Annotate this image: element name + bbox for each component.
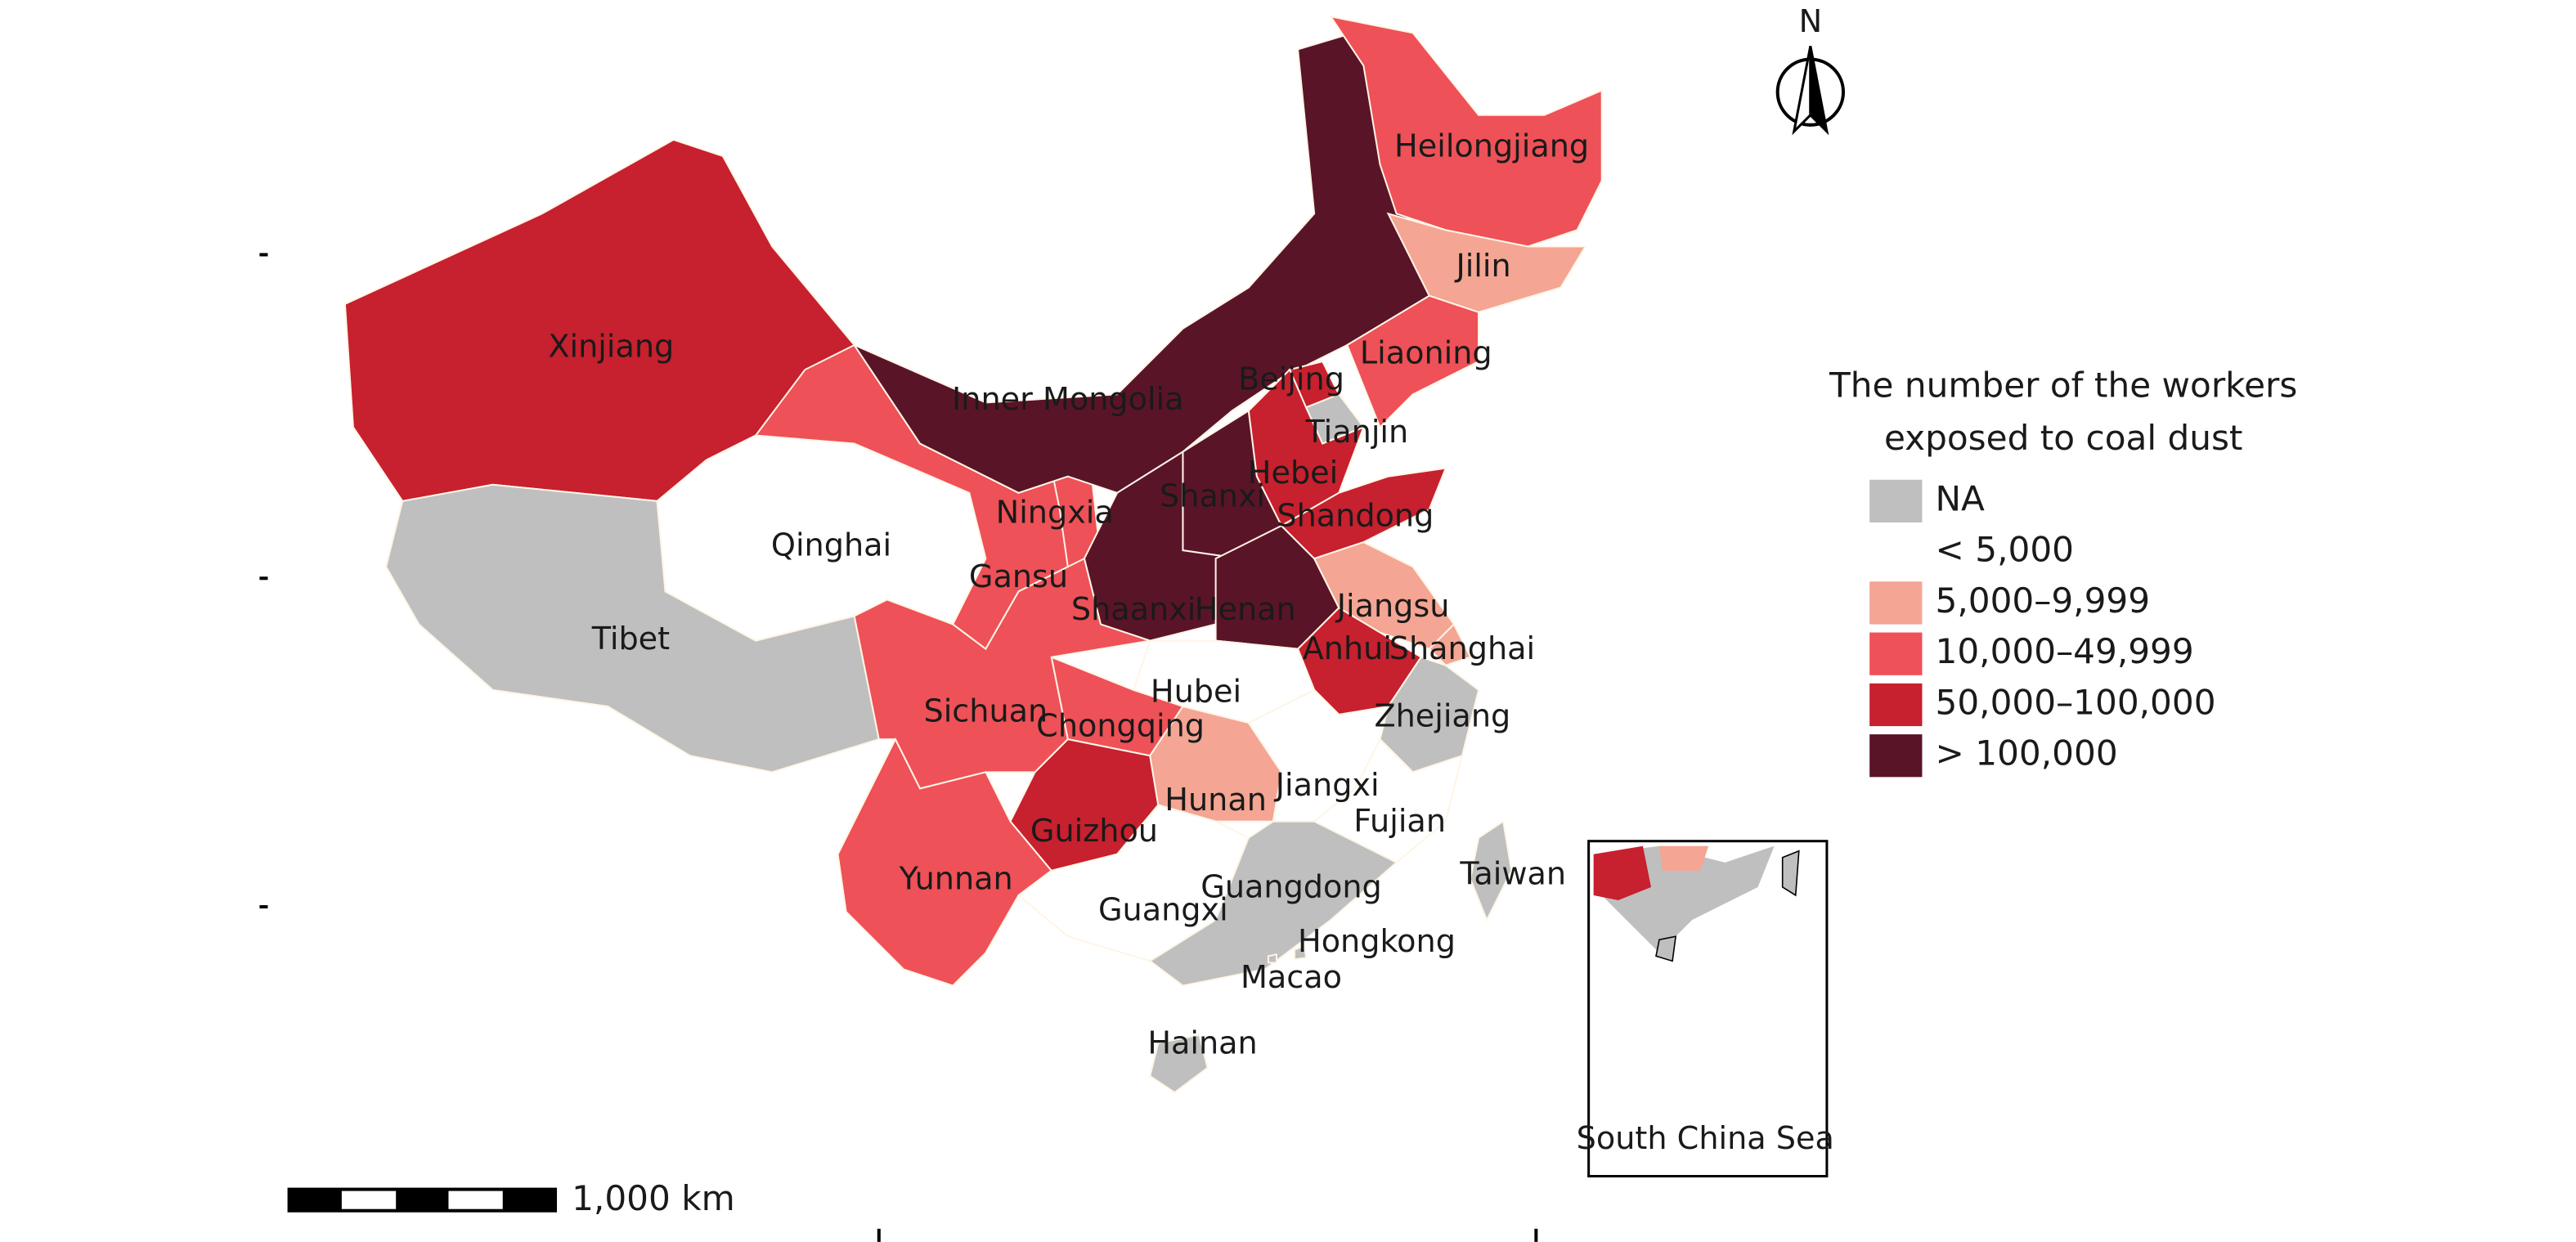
province-label: Fujian: [1353, 803, 1446, 839]
province-label: Xinjiang: [548, 329, 674, 365]
province-label: Macao: [1241, 959, 1342, 995]
province-label: Shandong: [1277, 497, 1434, 533]
province-label: Heilongjiang: [1394, 128, 1589, 164]
legend-swatch: [1869, 734, 1923, 778]
province-label: Anhui: [1303, 630, 1392, 666]
province-label: Liaoning: [1360, 335, 1492, 371]
province-label: Yunnan: [899, 860, 1013, 896]
province-label: Jiangxi: [1274, 767, 1380, 803]
province-label: Guangdong: [1200, 868, 1382, 904]
province-label: Inner Mongolia: [952, 381, 1184, 417]
legend-title: exposed to coal dust: [1884, 418, 2243, 458]
province-label: Hunan: [1165, 782, 1267, 818]
province: [1294, 944, 1308, 961]
legend-title: The number of the workers: [1829, 365, 2297, 406]
legend-swatch: [1869, 581, 1923, 625]
province-label: Shaanxi: [1071, 591, 1196, 627]
province: [1267, 953, 1277, 964]
province-label: Sichuan: [923, 693, 1048, 729]
north-label: N: [1799, 3, 1823, 39]
legend-label: NA: [1936, 478, 1986, 518]
province-label: Hubei: [1151, 673, 1241, 709]
province: [1149, 1034, 1209, 1094]
province-label: Gansu: [969, 558, 1068, 594]
province-label: Beijing: [1238, 361, 1344, 397]
inset-label: South China Sea: [1577, 1120, 1834, 1156]
province: [1428, 622, 1472, 666]
province: [1469, 819, 1513, 922]
legend-swatch: [1869, 531, 1923, 574]
province-label: Tianjin: [1305, 414, 1409, 450]
province-label: Shanghai: [1389, 630, 1535, 666]
province-label: Hongkong: [1298, 923, 1456, 959]
provinces: [343, 15, 1603, 1094]
legend-label: < 5,000: [1936, 530, 2074, 570]
province-label: Guizhou: [1030, 813, 1158, 849]
scale-bar: [287, 1187, 558, 1213]
province: [1386, 212, 1587, 313]
legend-swatch: [1869, 479, 1923, 522]
legend-swatch: [1869, 632, 1923, 675]
legend-label: 5,000–9,999: [1936, 581, 2151, 621]
province: [1148, 820, 1398, 987]
province-label: Chongqing: [1036, 708, 1205, 744]
province-label: Henan: [1195, 591, 1296, 627]
province: [1346, 294, 1480, 429]
province-label: Jilin: [1454, 248, 1510, 284]
province-label: Ningxia: [996, 494, 1114, 530]
inset: [1587, 840, 1829, 1178]
compass: [1775, 46, 1846, 136]
province: [1280, 467, 1447, 560]
province-label: Jiangsu: [1335, 588, 1450, 624]
province-label: Qinghai: [771, 527, 891, 563]
province-labels: Xinjiang Tibet Qinghai Gansu Ningxia Inner Mo…: [548, 128, 1589, 1060]
province-label: Tibet: [591, 621, 670, 657]
legend: The number of the workers exposed to coal…: [1829, 365, 2297, 778]
province-label: Hebei: [1248, 455, 1338, 491]
legend-label: > 100,000: [1936, 733, 2118, 773]
province-label: Zhejiang: [1374, 698, 1510, 734]
province-label: Guangxi: [1098, 892, 1228, 928]
province: [1329, 15, 1603, 248]
province-label: Hainan: [1147, 1025, 1257, 1060]
scale-label: 1,000 km: [572, 1178, 735, 1218]
province-label: Taiwan: [1459, 855, 1566, 891]
legend-label: 50,000–100,000: [1936, 682, 2216, 722]
legend-swatch: [1869, 683, 1923, 727]
province-label: Shanxi: [1160, 478, 1265, 513]
legend-label: 10,000–49,999: [1936, 631, 2194, 671]
frame-ticks: [259, 253, 1538, 1242]
